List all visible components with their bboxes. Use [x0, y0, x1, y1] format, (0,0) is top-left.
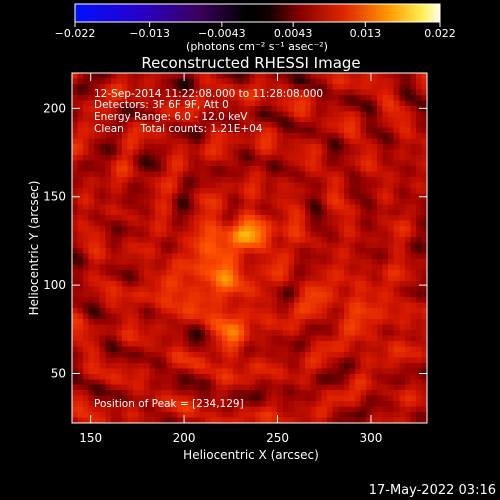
y-tick-label: 50: [51, 367, 66, 381]
y-tick-label: 100: [43, 278, 66, 292]
annotation-time-range: 12-Sep-2014 11:22:08.000 to 11:28:08.000: [94, 88, 323, 100]
x-axis-label: Heliocentric X (arcsec): [183, 448, 319, 462]
footer-timestamp: 17-May-2022 03:16: [369, 483, 496, 498]
annotation-peak-position: Position of Peak = [234,129]: [94, 398, 244, 410]
y-tick-label: 200: [43, 101, 66, 115]
chart-title: Reconstructed RHESSI Image: [141, 54, 360, 72]
colorbar-gradient: [74, 3, 441, 23]
y-axis-ticks: 50 100 150 200: [43, 101, 427, 381]
colorbar-tick-label: 0.0043: [274, 27, 313, 40]
x-axis-ticks: 150 200 250 300: [79, 73, 382, 445]
colorbar-tick-label: −0.013: [129, 27, 170, 40]
colorbar-tick-label: 0.022: [424, 27, 456, 40]
colorbar-tick-label: −0.022: [55, 27, 96, 40]
plot-frame: [71, 72, 428, 424]
annotation-algorithm-counts: Clean Total counts: 1.21E+04: [94, 123, 263, 135]
image-plot: 150 200 250 300 50 100 150 200: [43, 72, 428, 445]
y-axis-label: Heliocentric Y (arcsec): [27, 181, 41, 316]
annotation-detectors: Detectors: 3F 6F 9F, Att 0: [94, 99, 229, 111]
heatmap-image: [72, 73, 427, 423]
y-tick-label: 150: [43, 190, 66, 204]
x-tick-label: 150: [79, 431, 102, 445]
annotation-energy-range: Energy Range: 6.0 - 12.0 keV: [94, 111, 248, 123]
x-tick-label: 250: [266, 431, 289, 445]
colorbar-unit-label: (photons cm⁻² s⁻¹ asec⁻²): [186, 40, 328, 53]
colorbar-tick-label: −0.0043: [198, 27, 246, 40]
colorbar-ticks: −0.022 −0.013 −0.0043 0.0043 0.013 0.022: [55, 22, 456, 40]
x-tick-label: 300: [359, 431, 382, 445]
annotations: 12-Sep-2014 11:22:08.000 to 11:28:08.000…: [94, 88, 323, 410]
colorbar-tick-label: 0.013: [350, 27, 382, 40]
x-tick-label: 200: [173, 431, 196, 445]
colorbar: −0.022 −0.013 −0.0043 0.0043 0.013 0.022 (pho…: [55, 3, 456, 53]
